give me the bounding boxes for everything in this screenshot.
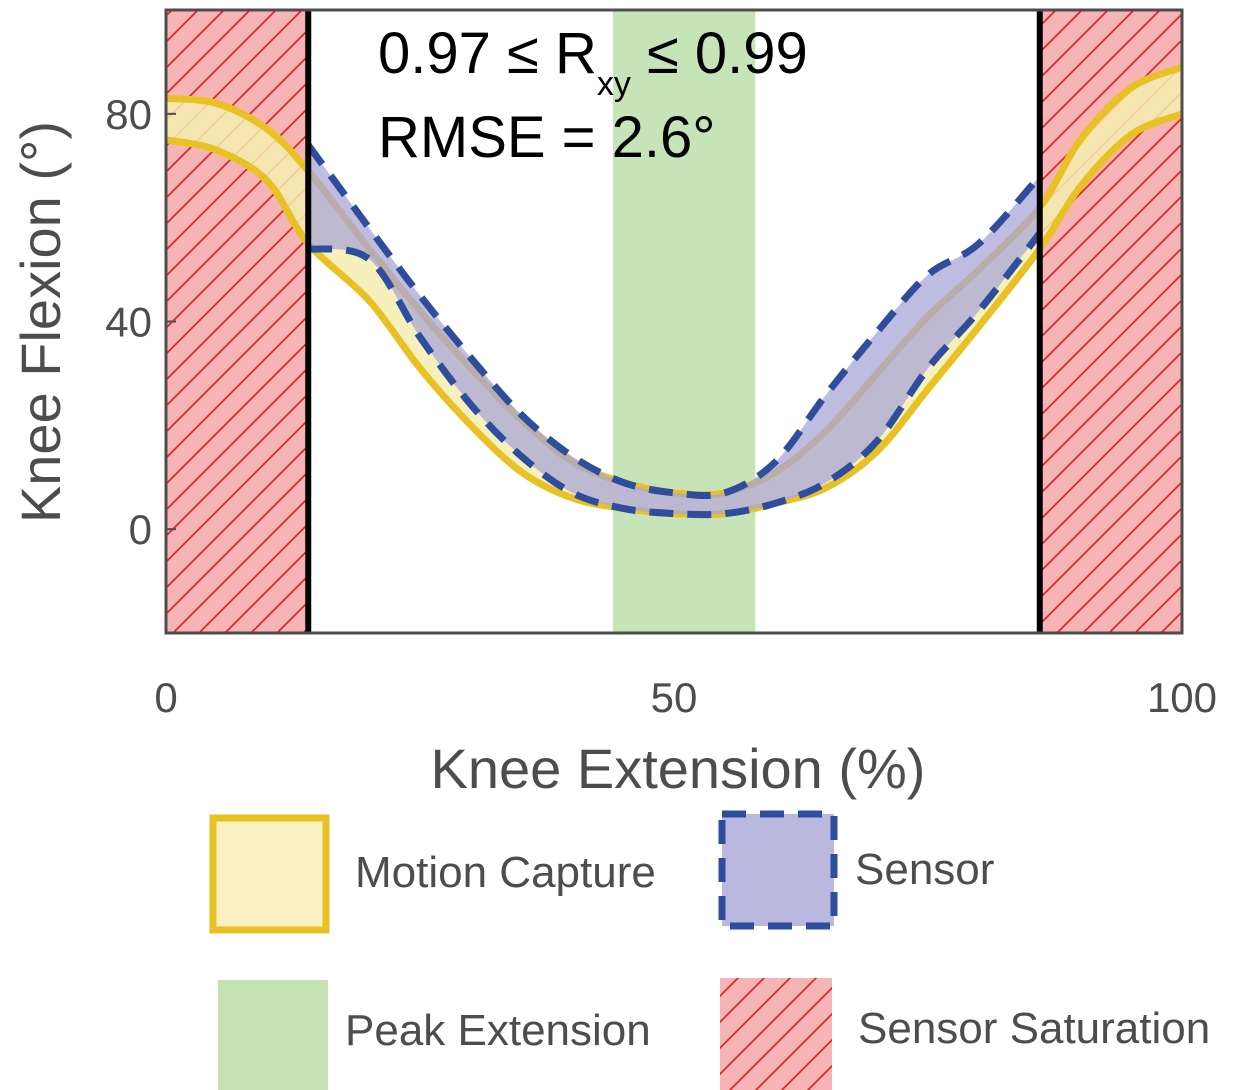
legend-swatch-sensor bbox=[718, 810, 838, 930]
legend-swatch-peak-extension bbox=[218, 980, 328, 1090]
legend-swatch-sensor-saturation bbox=[720, 978, 832, 1090]
annotation-correlation-subscript: xy bbox=[597, 65, 631, 103]
sensor-lower-line bbox=[307, 231, 1043, 519]
y-tick-label: 80 bbox=[105, 91, 152, 138]
legend-swatch-motion-capture bbox=[209, 814, 330, 934]
legend-label-peak-extension: Peak Extension bbox=[345, 1006, 651, 1055]
annotation-rmse: RMSE = 2.6° bbox=[378, 105, 716, 170]
y-axis-title: Knee Flexion (°) bbox=[9, 121, 72, 523]
legend-label-motion-capture: Motion Capture bbox=[355, 848, 656, 897]
legend-item-sensor: Sensor bbox=[718, 810, 994, 930]
legend-item-peak-extension: Peak Extension bbox=[218, 980, 651, 1090]
annotation-correlation: 0.97 ≤ Rxy ≤ 0.99 bbox=[378, 21, 808, 103]
y-tick-label: 40 bbox=[105, 299, 152, 346]
legend-label-sensor-saturation: Sensor Saturation bbox=[858, 1004, 1210, 1053]
y-tick-label: 0 bbox=[129, 506, 152, 553]
sensor-upper-line bbox=[305, 142, 1043, 500]
legend-item-sensor-saturation: Sensor Saturation bbox=[720, 978, 1210, 1090]
annotation-correlation-suffix: ≤ 0.99 bbox=[631, 21, 808, 86]
legend-item-motion-capture: Motion Capture bbox=[209, 814, 656, 934]
peak-extension-band bbox=[613, 10, 756, 633]
x-tick-label: 0 bbox=[154, 674, 177, 721]
annotation-correlation-prefix: 0.97 ≤ R bbox=[378, 21, 597, 86]
x-tick-label: 50 bbox=[651, 674, 698, 721]
legend: Motion Capture Sensor Peak Extension Sen… bbox=[209, 810, 1210, 1090]
x-axis-title: Knee Extension (%) bbox=[431, 737, 926, 800]
x-tick-label: 100 bbox=[1147, 674, 1217, 721]
legend-label-sensor: Sensor bbox=[855, 845, 994, 894]
